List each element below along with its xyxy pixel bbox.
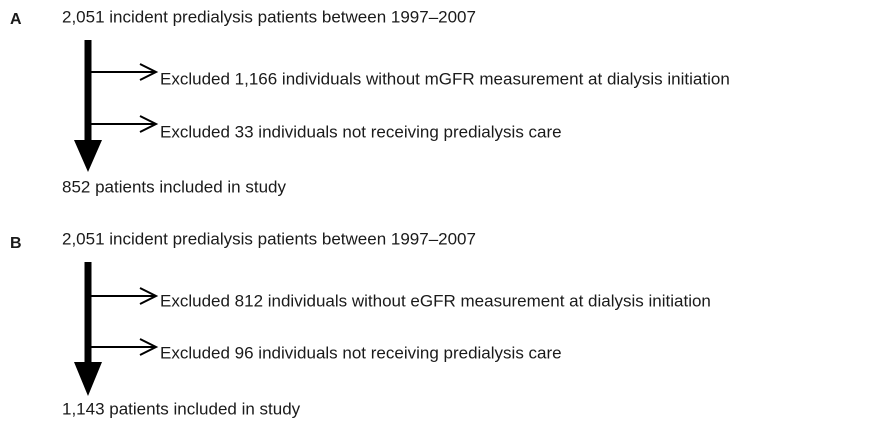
panel-a: A 2,051 incident predialysis patients be… (10, 7, 730, 196)
exclusion: Excluded 33 individuals not receiving pr… (160, 122, 562, 141)
exclusion: Excluded 812 individuals without eGFR me… (160, 291, 711, 310)
start-box: 2,051 incident predialysis patients betw… (62, 229, 476, 248)
start-box: 2,051 incident predialysis patients betw… (62, 7, 476, 26)
exclusion: Excluded 1,166 individuals without mGFR … (160, 69, 730, 88)
result: 852 patients included in study (62, 177, 286, 196)
result: 1,143 patients included in study (62, 399, 301, 418)
branch-arrow-head (139, 338, 159, 356)
panel-label: A (10, 11, 22, 28)
arrow-head (74, 362, 102, 396)
panel-b: B 2,051 incident predialysis patients be… (10, 229, 711, 418)
branch-arrow-head (139, 287, 159, 305)
exclusion: Excluded 96 individuals not receiving pr… (160, 343, 562, 362)
branch-arrow-head (139, 115, 159, 133)
panel-label: B (10, 235, 22, 252)
arrow-head (74, 140, 102, 172)
branch-arrow-head (139, 63, 159, 81)
